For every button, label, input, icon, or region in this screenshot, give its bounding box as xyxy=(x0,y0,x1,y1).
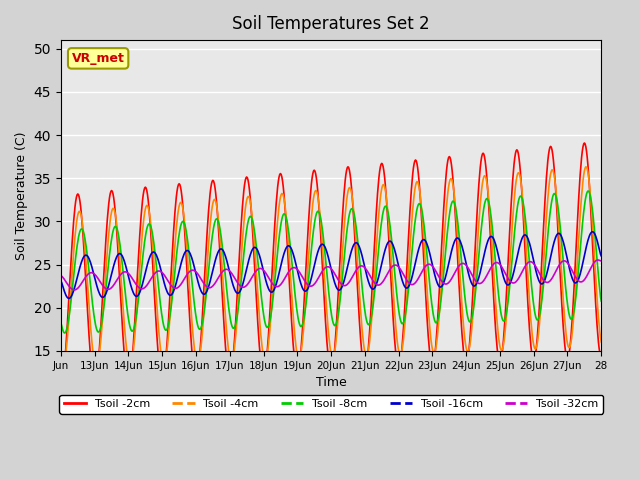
X-axis label: Time: Time xyxy=(316,376,346,389)
Y-axis label: Soil Temperature (C): Soil Temperature (C) xyxy=(15,131,28,260)
Title: Soil Temperatures Set 2: Soil Temperatures Set 2 xyxy=(232,15,430,33)
Legend: Tsoil -2cm, Tsoil -4cm, Tsoil -8cm, Tsoil -16cm, Tsoil -32cm: Tsoil -2cm, Tsoil -4cm, Tsoil -8cm, Tsoi… xyxy=(60,395,603,414)
Text: VR_met: VR_met xyxy=(72,52,125,65)
